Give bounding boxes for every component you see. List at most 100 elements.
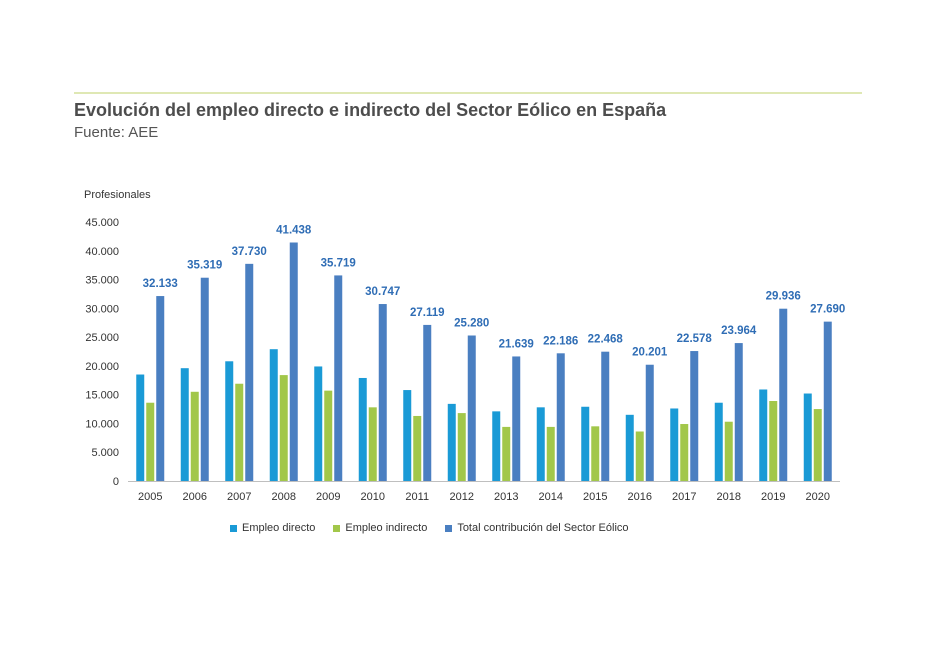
x-tick-label: 2010 [361,491,385,503]
x-tick-label: 2009 [316,491,340,503]
bar-indirect [724,421,733,481]
x-tick-label: 2016 [628,491,652,503]
bar-direct [269,349,278,481]
bar-direct [536,407,545,481]
y-tick-label: 5.000 [91,447,119,459]
x-tick-label: 2014 [539,491,563,503]
bar-total [289,242,298,481]
bar-indirect [279,375,288,481]
bar-indirect [235,383,244,481]
bar-indirect [368,407,377,481]
total-labels: 32.133 35.319 37.730 41.438 35.719 30.747 27.1… [143,225,846,359]
total-data-label: 23.964 [721,325,757,337]
total-data-label: 29.936 [766,291,801,303]
total-data-label: 35.719 [321,257,356,269]
bar-indirect [457,413,466,481]
bar-total [334,275,343,481]
bar-indirect [190,391,199,481]
legend-swatch-indirect [333,524,341,532]
x-tick-label: 2017 [672,491,696,503]
bar-direct [180,368,189,481]
bar-direct [581,406,590,481]
bar-total [690,351,699,481]
total-data-label: 22.578 [677,333,713,345]
y-tick-label: 30.000 [85,303,119,315]
y-tick-label: 25.000 [85,332,119,344]
bar-direct [358,377,367,481]
bar-direct [314,366,323,481]
bar-indirect [546,426,555,481]
y-axis-label: Profesionales [84,189,151,201]
bar-direct [714,402,723,481]
x-tick-label: 2020 [806,491,830,503]
y-tick-label: 0 [113,476,119,488]
total-data-label: 22.186 [543,335,578,347]
bar-direct [447,403,456,481]
bar-total [779,308,788,481]
y-tick-label: 10.000 [85,418,119,430]
bar-indirect [813,409,822,481]
bar-total [823,321,832,481]
bar-total [512,356,521,481]
header-divider [74,92,862,94]
x-tick-label: 2008 [272,491,296,503]
x-tick-label: 2019 [761,491,785,503]
x-tick-label: 2013 [494,491,518,503]
bar-indirect [324,390,333,481]
x-tick-label: 2011 [405,491,429,503]
bar-total [200,277,209,481]
x-tick-label: 2015 [583,491,607,503]
chart-source: Fuente: AEE [74,124,159,141]
bar-direct [403,390,412,481]
bar-total [245,263,254,481]
x-tick-label: 2018 [717,491,741,503]
total-data-label: 41.438 [276,225,312,237]
y-tick-label: 35.000 [85,275,119,287]
bar-direct [803,393,812,481]
total-data-label: 35.319 [187,260,222,272]
legend-label-total: Total contribución del Sector Eólico [457,522,629,534]
legend-swatch-direct [230,524,237,532]
total-data-label: 30.747 [365,286,400,298]
bar-group [136,242,832,481]
bar-indirect [413,415,422,481]
x-axis-ticks: 2005 2006 2007 2008 2009 2010 2011 2012 2013 2014… [138,491,830,503]
bar-indirect [502,426,511,481]
bar-direct [136,374,145,481]
bar-indirect [635,431,644,481]
bar-indirect [769,400,778,481]
bar-total [156,296,165,481]
total-data-label: 21.639 [499,338,534,350]
bar-total [734,343,743,481]
total-data-label: 32.133 [143,278,178,290]
y-axis-ticks: 0 5.000 10.000 15.000 20.000 25.000 30.000 35.0… [85,217,119,488]
total-data-label: 20.201 [632,347,668,359]
bar-direct [670,408,679,481]
legend-item-total: Total contribución del Sector Eólico [445,522,629,534]
bar-direct [492,411,501,481]
bar-total [378,304,387,481]
x-tick-label: 2007 [227,491,251,503]
bar-direct [225,361,234,481]
total-data-label: 22.468 [588,334,624,346]
bar-direct [759,389,768,481]
total-data-label: 27.690 [810,304,845,316]
chart-title: Evolución del empleo directo e indirecto… [74,100,667,120]
legend-label-indirect: Empleo indirecto [345,522,428,534]
legend-label-direct: Empleo directo [242,522,316,534]
bar-indirect [146,402,155,481]
y-tick-label: 40.000 [85,246,119,258]
x-tick-label: 2006 [183,491,207,503]
bar-indirect [680,424,689,481]
bar-total [601,351,610,481]
bar-total [423,324,432,481]
total-data-label: 37.730 [232,246,267,258]
legend: Empleo directo Empleo indirecto Total co… [230,522,629,534]
y-tick-label: 45.000 [85,217,119,229]
bar-total [556,353,565,481]
x-tick-label: 2012 [450,491,474,503]
y-tick-label: 20.000 [85,361,119,373]
legend-swatch-total [445,524,453,532]
legend-item-direct: Empleo directo [230,522,315,534]
